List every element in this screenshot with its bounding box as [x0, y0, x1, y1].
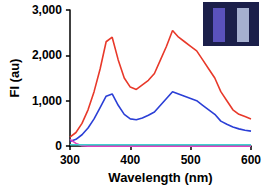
svg-text:600: 600: [241, 153, 261, 167]
svg-text:3,000: 3,000: [32, 3, 62, 17]
svg-text:2,000: 2,000: [32, 48, 62, 62]
svg-text:Wavelength (nm): Wavelength (nm): [108, 170, 212, 185]
svg-text:500: 500: [181, 153, 201, 167]
svg-text:0: 0: [55, 139, 62, 153]
svg-text:1,000: 1,000: [32, 94, 62, 108]
svg-text:FI (au): FI (au): [7, 59, 22, 98]
svg-text:300: 300: [60, 153, 80, 167]
svg-text:400: 400: [120, 153, 140, 167]
